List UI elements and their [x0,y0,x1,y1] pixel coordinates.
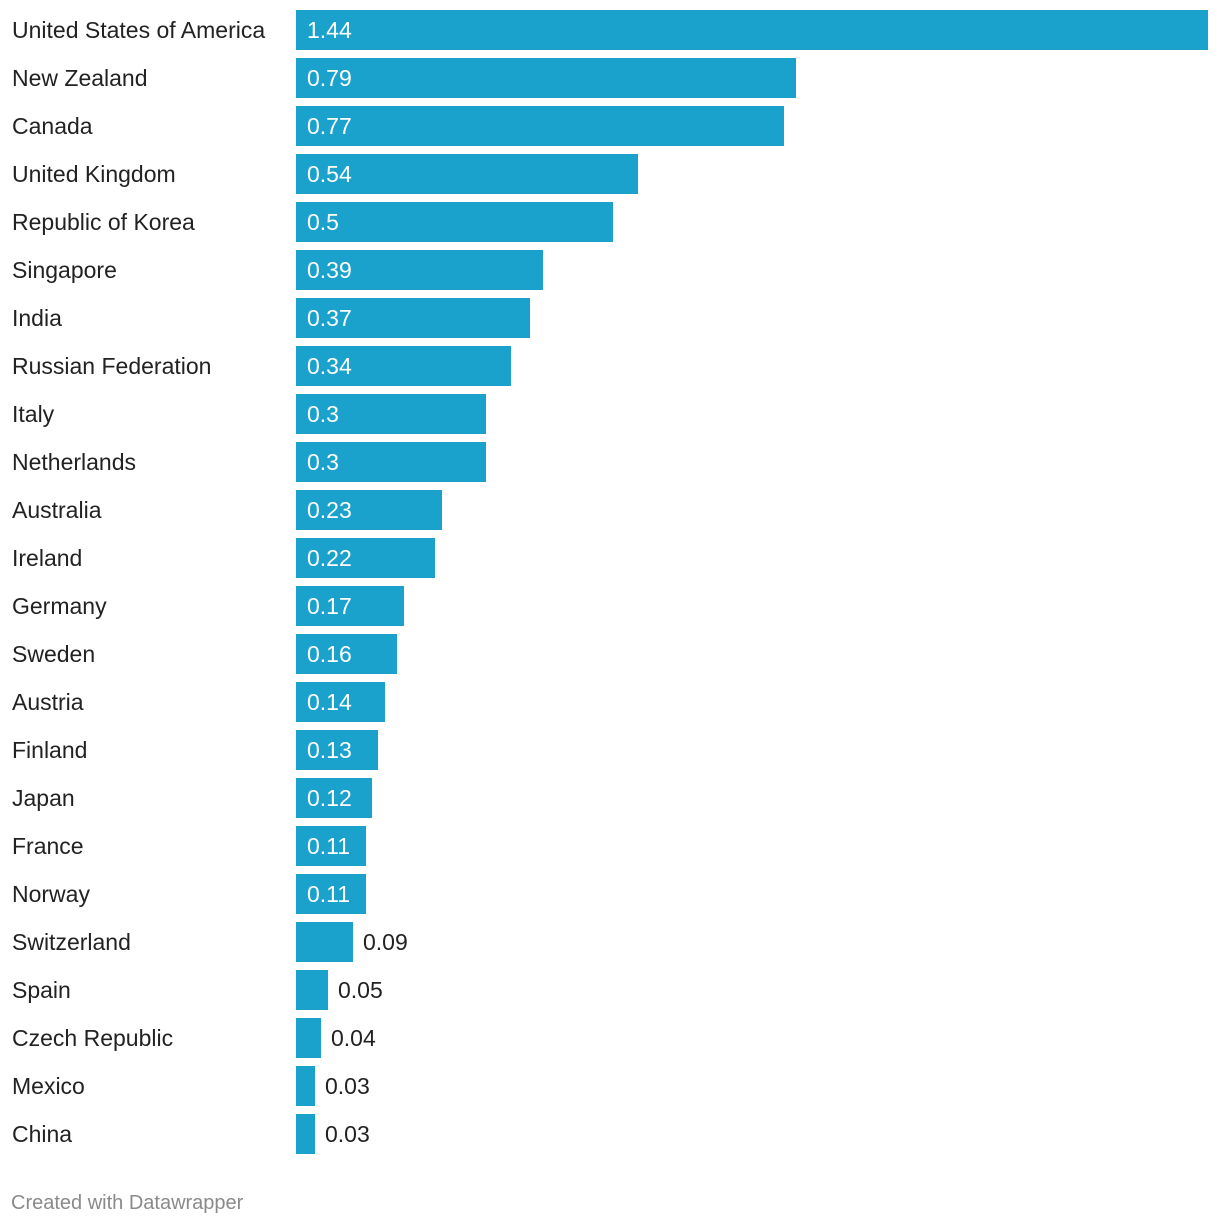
bar-row: Russian Federation 0.34 [0,346,1220,386]
bar [296,394,486,434]
value-label: 0.05 [338,977,383,1003]
value-label: 1.44 [307,17,352,43]
bar [296,538,435,578]
value-label: 0.54 [307,161,352,187]
bar-row: India 0.37 [0,298,1220,338]
value-label: 0.16 [307,641,352,667]
bar [296,1018,321,1058]
bar-row: Czech Republic 0.04 [0,1018,1220,1058]
category-label: New Zealand [12,65,148,91]
bar [296,250,543,290]
bar-row: United Kingdom 0.54 [0,154,1220,194]
category-label: Czech Republic [12,1025,174,1051]
bar-row: Japan 0.12 [0,778,1220,818]
bar-row: United States of America 1.44 [0,10,1220,50]
value-label: 0.77 [307,113,352,139]
bar-row: Australia 0.23 [0,490,1220,530]
category-label: United States of America [12,17,266,43]
value-label: 0.23 [307,497,352,523]
category-label: China [12,1121,73,1147]
bar-row: Norway 0.11 [0,874,1220,914]
bar-row: Finland 0.13 [0,730,1220,770]
value-label: 0.17 [307,593,352,619]
bar [296,730,378,770]
value-label: 0.11 [307,881,351,907]
category-label: Singapore [12,257,117,283]
value-label: 0.14 [307,689,352,715]
category-label: Austria [12,689,84,715]
bar-row: China 0.03 [0,1114,1220,1154]
category-label: Germany [12,593,107,619]
bar [296,1066,315,1106]
value-label: 0.09 [363,929,408,955]
bar-chart: United States of America 1.44 New Zealand 0… [0,10,1220,1154]
bar-row: New Zealand 0.79 [0,58,1220,98]
credit-text: Created with Datawrapper [11,1192,244,1214]
category-label: Ireland [12,545,83,571]
bar [296,682,385,722]
category-label: France [12,833,84,859]
bar [296,442,486,482]
bar-row: Austria 0.14 [0,682,1220,722]
category-label: Italy [12,401,55,427]
bar-row: Sweden 0.16 [0,634,1220,674]
category-label: Mexico [12,1073,85,1099]
bar [296,634,397,674]
bar-row: Germany 0.17 [0,586,1220,626]
value-label: 0.11 [307,833,351,859]
bar [296,346,511,386]
value-label: 0.12 [307,785,352,811]
category-label: Finland [12,737,88,763]
bar [296,58,796,98]
category-label: Republic of Korea [12,209,195,235]
category-label: Australia [12,497,102,523]
value-label: 0.03 [325,1121,370,1147]
value-label: 0.37 [307,305,352,331]
bar-row: Spain 0.05 [0,970,1220,1010]
bar [296,826,366,866]
value-label: 0.5 [307,209,339,235]
bar [296,1114,315,1154]
category-label: United Kingdom [12,161,176,187]
value-label: 0.79 [307,65,352,91]
bar [296,202,613,242]
bar [296,490,442,530]
value-label: 0.3 [307,449,339,475]
category-label: Canada [12,113,93,139]
category-label: Sweden [12,641,96,667]
category-label: Japan [12,785,75,811]
bar-row: Singapore 0.39 [0,250,1220,290]
value-label: 0.3 [307,401,339,427]
value-label: 0.22 [307,545,352,571]
value-label: 0.03 [325,1073,370,1099]
bar [296,154,638,194]
bar [296,10,1208,50]
value-label: 0.39 [307,257,352,283]
category-label: Norway [12,881,90,907]
bar [296,922,353,962]
bar [296,874,366,914]
bar-row: Ireland 0.22 [0,538,1220,578]
bar-row: Mexico 0.03 [0,1066,1220,1106]
bar [296,106,784,146]
category-label: Netherlands [12,449,137,475]
category-label: Russian Federation [12,353,212,379]
bar-row: Netherlands 0.3 [0,442,1220,482]
bar [296,586,404,626]
bar [296,778,372,818]
value-label: 0.13 [307,737,352,763]
bar-row: Italy 0.3 [0,394,1220,434]
bar-row: Republic of Korea 0.5 [0,202,1220,242]
value-label: 0.34 [307,353,352,379]
value-label: 0.04 [331,1025,376,1051]
category-label: India [12,305,62,331]
bar-row: France 0.11 [0,826,1220,866]
category-label: Spain [12,977,71,1003]
bar-row: Switzerland 0.09 [0,922,1220,962]
bar [296,970,328,1010]
bar [296,298,530,338]
bar-row: Canada 0.77 [0,106,1220,146]
category-label: Switzerland [12,929,131,955]
